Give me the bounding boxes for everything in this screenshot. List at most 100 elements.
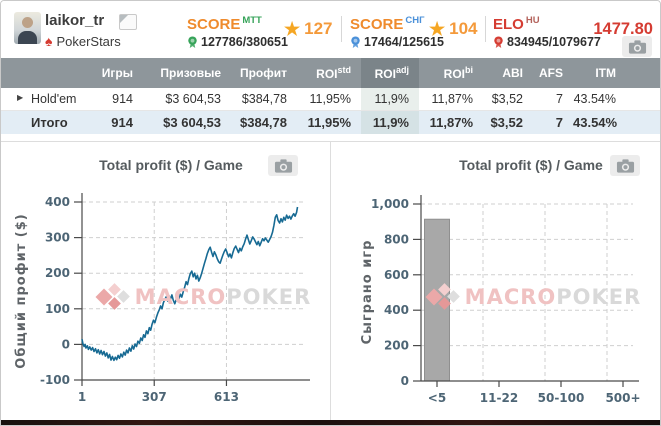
- svg-text:200: 200: [45, 266, 70, 280]
- score-sng-rank: 17464/125615: [364, 35, 444, 49]
- charts-section: Total profit ($) / Game -100 0 100 200 300 40…: [1, 141, 660, 423]
- score-mtt-block: SCORE MTT 127786/380651: [187, 13, 288, 49]
- prizes-cell: $3 604,53: [143, 110, 231, 134]
- table-row-holdem[interactable]: ▶ Hold'em 914 $3 604,53 $384,78 11,95% 11…: [1, 88, 660, 111]
- score-sng-block: SCORE СНГ 17464/125615: [350, 13, 444, 49]
- chart-camera-button[interactable]: [610, 155, 640, 176]
- elo-value: 1477.80: [593, 20, 653, 38]
- svg-text:1: 1: [78, 390, 86, 404]
- col-itm: ITM: [573, 58, 660, 88]
- roi-std-cell: 11,95%: [297, 110, 361, 134]
- elo-block: ELO HU 834945/1079677: [493, 13, 601, 49]
- itm-cell: 43.54%: [573, 110, 660, 134]
- poker-site-name: PokerStars: [56, 34, 121, 49]
- game-type-cell[interactable]: ▶ Hold'em: [1, 88, 97, 111]
- col-roi-adj[interactable]: ROIadj: [361, 58, 419, 88]
- blue-medal-icon: [351, 35, 360, 48]
- svg-text:Общий профит ($): Общий профит ($): [14, 213, 29, 368]
- profit-cell: $384,78: [231, 88, 297, 111]
- note-icon[interactable]: [119, 14, 137, 30]
- svg-text:Сыграно игр: Сыграно игр: [360, 240, 375, 345]
- separator: [485, 16, 486, 42]
- chart-title: Total profit ($) / Game: [99, 157, 243, 173]
- svg-text:50-100: 50-100: [538, 391, 585, 405]
- elo-label: ELO: [493, 16, 524, 33]
- sng-star-value: 104: [449, 19, 478, 38]
- svg-text:307: 307: [142, 390, 167, 404]
- abi-cell: $3,52: [483, 88, 533, 111]
- camera-icon: [274, 158, 292, 173]
- pokerstars-spade-icon: ♠: [45, 33, 53, 49]
- player-username: laikor_tr: [45, 12, 105, 29]
- roi-bi-cell: 11,87%: [419, 88, 483, 111]
- svg-text:400: 400: [384, 303, 409, 317]
- table-header-row: Игры Призовые Профит ROIstd ROIadj ROIbi…: [1, 58, 660, 88]
- roi-adj-cell: 11,9%: [361, 110, 419, 134]
- abi-cell: $3,52: [483, 110, 533, 134]
- star-icon: ★: [284, 19, 301, 39]
- table-row-total: Итого 914 $3 604,53 $384,78 11,95% 11,9%…: [1, 110, 660, 134]
- profit-line-chart: -100 0 100 200 300 400 1 307 613 Общий профит ($): [14, 193, 310, 404]
- col-games: Игры: [97, 58, 143, 88]
- svg-text:400: 400: [45, 195, 70, 209]
- score-mtt-rank: 127786/380651: [201, 35, 288, 49]
- mtt-star-value: 127: [304, 19, 333, 38]
- svg-text:11-22: 11-22: [480, 391, 518, 405]
- player-header: laikor_tr ♠ PokerStars SCORE MTT 127786/38…: [1, 1, 660, 58]
- green-medal-icon: [188, 35, 197, 48]
- afs-cell: 7: [533, 110, 573, 134]
- mtt-sup: MTT: [242, 15, 262, 26]
- score-mtt-label: SCORE: [187, 16, 241, 33]
- expander-icon[interactable]: ▶: [17, 93, 24, 102]
- afs-cell: 7: [533, 88, 573, 111]
- svg-text:600: 600: [384, 268, 409, 282]
- svg-text:300: 300: [45, 231, 70, 245]
- svg-text:800: 800: [384, 232, 409, 246]
- chart-camera-button[interactable]: [268, 155, 298, 176]
- svg-text:<5: <5: [428, 391, 446, 405]
- elo-rank: 834945/1079677: [507, 35, 601, 49]
- svg-text:500+: 500+: [605, 391, 640, 405]
- mtt-stars: ★ 127: [284, 19, 333, 39]
- chart-title: Total profit ($) / Game: [459, 157, 603, 173]
- camera-icon: [628, 39, 646, 54]
- poker-site: ♠ PokerStars: [45, 33, 121, 49]
- svg-text:0: 0: [401, 374, 409, 388]
- camera-icon: [616, 158, 634, 173]
- games-cell: 914: [97, 88, 143, 111]
- stats-table: Игры Призовые Профит ROIstd ROIadj ROIbi…: [1, 58, 660, 134]
- red-medal-icon: [494, 35, 503, 48]
- col-afs: AFS: [533, 58, 573, 88]
- total-label-cell: Итого: [1, 110, 97, 134]
- col-name: [1, 58, 97, 88]
- bottom-window-edge: [1, 420, 660, 425]
- sng-stars: ★ 104: [429, 19, 478, 39]
- col-profit: Профит: [231, 58, 297, 88]
- col-prizes: Призовые: [143, 58, 231, 88]
- player-avatar: [14, 12, 41, 44]
- col-abi: ABI: [483, 58, 533, 88]
- camera-button[interactable]: [622, 36, 652, 57]
- star-icon: ★: [429, 19, 446, 39]
- svg-text:613: 613: [214, 390, 239, 404]
- sng-sup: СНГ: [405, 15, 425, 26]
- score-sng-label: SCORE: [350, 16, 404, 33]
- hu-sup: HU: [525, 15, 540, 26]
- svg-text:-100: -100: [40, 373, 70, 387]
- roi-std-cell: 11,95%: [297, 88, 361, 111]
- svg-text:1,000: 1,000: [371, 197, 409, 211]
- svg-text:100: 100: [45, 302, 70, 316]
- col-roi-bi[interactable]: ROIbi: [419, 58, 483, 88]
- svg-text:200: 200: [384, 339, 409, 353]
- games-cell: 914: [97, 110, 143, 134]
- separator: [341, 16, 342, 42]
- games-bar-chart-panel: Total profit ($) / Game 0 200 400 600 800 1,0…: [330, 142, 660, 423]
- col-roi-std[interactable]: ROIstd: [297, 58, 361, 88]
- svg-text:0: 0: [62, 337, 70, 351]
- profit-cell: $384,78: [231, 110, 297, 134]
- games-bar-chart: 0 200 400 600 800 1,000 <5 11-22 50-100 500+ Сыгра…: [360, 195, 641, 405]
- profit-line-chart-panel: Total profit ($) / Game -100 0 100 200 300 40…: [1, 142, 330, 423]
- roi-bi-cell: 11,87%: [419, 110, 483, 134]
- itm-cell: 43.54%: [573, 88, 660, 111]
